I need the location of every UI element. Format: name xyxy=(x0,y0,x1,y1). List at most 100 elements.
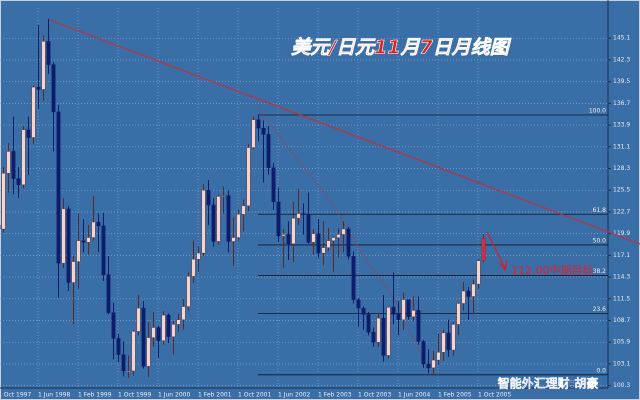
candle-body xyxy=(456,303,461,325)
candle-body xyxy=(361,307,366,315)
candle-body xyxy=(261,128,266,135)
candle-body xyxy=(226,195,231,242)
candle-body xyxy=(131,331,136,372)
candle-body xyxy=(36,86,41,90)
candle-body xyxy=(386,307,391,356)
candle-body xyxy=(151,327,156,338)
y-tick-label: 117.1 xyxy=(613,252,630,259)
candle-body xyxy=(481,238,486,262)
x-tick-label: 1 Jun 2000 xyxy=(158,392,190,399)
y-tick-label: 136.7 xyxy=(613,100,630,107)
candle-body xyxy=(56,111,61,264)
candle-body xyxy=(391,307,396,315)
candle-body xyxy=(46,41,51,65)
candle-body xyxy=(206,190,211,206)
candle-body xyxy=(231,237,236,242)
candle-body xyxy=(1,172,6,230)
fib-label: 23.6 xyxy=(593,306,607,313)
candle-body xyxy=(116,338,121,355)
y-tick-label: 111.5 xyxy=(613,295,630,302)
candle-body xyxy=(156,327,161,341)
candle-body xyxy=(216,196,221,242)
candle-body xyxy=(101,225,106,275)
x-tick-label: 1 Feb 2003 xyxy=(318,392,352,399)
candle-body xyxy=(186,276,191,307)
candle-body xyxy=(111,312,116,339)
candle-body xyxy=(406,299,411,317)
candle-body xyxy=(376,318,381,343)
fib-label: 50.0 xyxy=(593,237,607,244)
candle-body xyxy=(401,299,406,320)
x-tick-label: 1 Oct 1999 xyxy=(118,392,151,399)
fib-label: 38.2 xyxy=(593,268,607,275)
candle-body xyxy=(136,307,141,332)
candle-body xyxy=(291,217,296,244)
x-tick-label: 1 Oct 1997 xyxy=(0,392,31,399)
candle-body xyxy=(146,337,151,367)
candle-body xyxy=(91,221,96,238)
candle-body xyxy=(266,134,271,168)
candle-body xyxy=(416,310,421,342)
candle-body xyxy=(86,237,91,243)
x-tick-label: 1 Feb 2001 xyxy=(198,392,232,399)
candle-body xyxy=(306,214,311,243)
candle-body xyxy=(411,310,416,317)
candle-body xyxy=(296,213,301,219)
candle-body xyxy=(191,259,196,277)
candle-body xyxy=(316,233,321,254)
candle-body xyxy=(181,306,186,320)
y-tick-label: 125.5 xyxy=(613,187,630,194)
y-tick-label: 100.3 xyxy=(613,382,630,389)
x-tick-label: 1 Oct 2001 xyxy=(238,392,271,399)
candle-body xyxy=(61,208,66,264)
candle-body xyxy=(336,234,341,238)
x-tick-label: 1 Oct 2003 xyxy=(358,392,391,399)
y-tick-label: 139.5 xyxy=(613,78,630,85)
candle-body xyxy=(451,324,456,351)
candle-body xyxy=(211,204,216,242)
y-tick-label: 133.9 xyxy=(613,122,630,129)
candle-body xyxy=(276,201,281,237)
candle-body xyxy=(446,332,451,351)
candle-body xyxy=(371,331,376,343)
candle-body xyxy=(256,119,261,129)
y-tick-label: 142.3 xyxy=(613,56,630,63)
fib-label: 0.0 xyxy=(596,367,606,374)
y-tick-label: 128.3 xyxy=(613,165,630,172)
y-tick-label: 103.1 xyxy=(613,360,630,367)
candle-body xyxy=(471,283,476,297)
candle-body xyxy=(461,290,466,304)
candle-body xyxy=(436,352,441,361)
target-annotation: 112.00中期目标 xyxy=(511,263,594,277)
y-tick-label: 119.9 xyxy=(613,230,630,237)
arrow-head xyxy=(498,259,508,272)
candle-body xyxy=(381,318,386,356)
candle-body xyxy=(431,359,436,369)
candle-body xyxy=(81,240,86,243)
candle-body xyxy=(321,247,326,254)
candle-body xyxy=(16,178,21,186)
x-tick-label: 1 Jun 2002 xyxy=(278,392,310,399)
y-tick-label: 131.1 xyxy=(613,143,630,150)
x-tick-label: 1 Jun 2004 xyxy=(398,392,430,399)
arrow-line xyxy=(486,231,506,269)
y-tick-label: 145.1 xyxy=(613,35,630,42)
candle-body xyxy=(476,260,481,285)
candle-body xyxy=(441,332,446,353)
candle-body xyxy=(126,370,131,372)
candle-body xyxy=(176,319,181,325)
x-tick-label: 1 Oct 2005 xyxy=(478,392,511,399)
candle-body xyxy=(166,314,171,338)
candle-body xyxy=(6,151,11,174)
candle-body xyxy=(271,167,276,203)
x-tick-label: 1 Feb 1999 xyxy=(78,392,112,399)
candle-body xyxy=(26,129,31,138)
candle-body xyxy=(351,255,356,300)
candle-body xyxy=(106,274,111,313)
y-tick-label: 108.7 xyxy=(613,317,630,324)
candle-body xyxy=(286,234,291,244)
chart-title: 美元/日元11月7日月线图 xyxy=(291,37,512,59)
